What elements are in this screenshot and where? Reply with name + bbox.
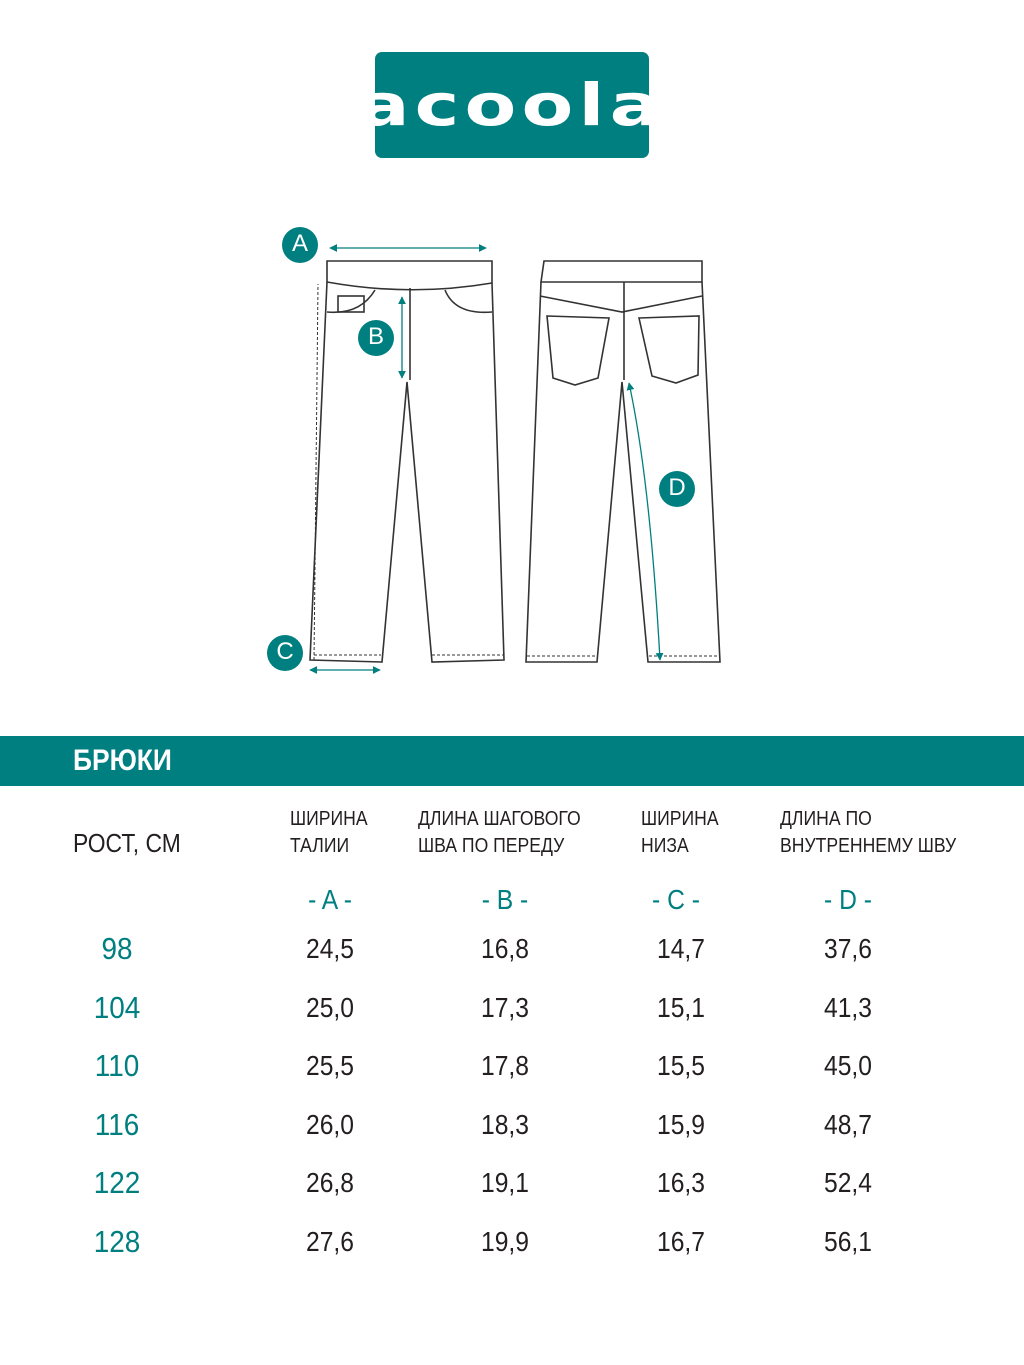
- value-cell: 15,1: [657, 991, 705, 1023]
- value-cell: 37,6: [824, 933, 872, 964]
- section-title: БРЮКИ: [73, 744, 172, 777]
- height-cell: 128: [93, 1223, 141, 1259]
- value-cell: 16,3: [657, 1167, 705, 1198]
- height-cell: 98: [101, 931, 133, 966]
- value-cell: 18,3: [481, 1108, 529, 1140]
- value-cell: 16,7: [657, 1225, 705, 1257]
- value-cell: 14,7: [657, 933, 705, 964]
- value-cell: 26,8: [306, 1167, 354, 1198]
- value-cell: 26,0: [306, 1108, 354, 1140]
- row-header: РОСТ, СМ: [73, 828, 181, 858]
- value-cell: 17,8: [481, 1050, 529, 1081]
- col-letter-d: - D -: [824, 884, 872, 915]
- value-cell: 52,4: [824, 1167, 872, 1198]
- col-header-d: ДЛИНА ПО ВНУТРЕННЕМУ ШВУ: [780, 808, 957, 857]
- col-letter-b: - B -: [481, 884, 529, 915]
- value-cell: 19,9: [481, 1225, 529, 1257]
- value-cell: 25,5: [306, 1050, 354, 1081]
- front-view: [309, 260, 505, 663]
- badge-b: [358, 320, 394, 356]
- col-header-a: ШИРИНА ТАЛИИ: [290, 808, 368, 857]
- label-d: D: [668, 474, 686, 501]
- value-cell: 15,5: [657, 1050, 705, 1081]
- value-cell: 48,7: [824, 1108, 872, 1140]
- col-header-c: ШИРИНА НИЗА: [641, 808, 719, 857]
- col-letter-a: - A -: [308, 884, 352, 915]
- value-cell: 27,6: [306, 1225, 354, 1257]
- value-cell: 15,9: [657, 1108, 705, 1140]
- measure-badges: [267, 227, 695, 671]
- badge-a: [282, 227, 318, 263]
- value-cell: 19,1: [481, 1167, 529, 1198]
- measure-arrows: [309, 244, 664, 674]
- col-letter-c: - C -: [652, 884, 700, 915]
- col-header-b: ДЛИНА ШАГОВОГО ШВА ПО ПЕРЕДУ: [418, 808, 581, 857]
- value-cell: 45,0: [824, 1050, 872, 1081]
- badge-d: [659, 471, 695, 507]
- pants-diagram: [267, 227, 721, 674]
- value-cell: 17,3: [481, 991, 529, 1023]
- value-cell: 25,0: [306, 991, 354, 1023]
- value-cell: 24,5: [306, 933, 354, 964]
- value-cell: 41,3: [824, 991, 872, 1023]
- back-view: [525, 260, 721, 663]
- logo-text: acoola: [358, 71, 666, 139]
- height-cell: 110: [94, 1048, 140, 1083]
- section-header: БРЮКИ: [0, 736, 1024, 786]
- brand-logo: acoola: [358, 52, 660, 158]
- height-cell: 104: [93, 989, 141, 1025]
- height-cell: 116: [94, 1106, 140, 1142]
- value-cell: 16,8: [481, 933, 529, 964]
- label-b: B: [367, 323, 384, 350]
- label-c: C: [276, 638, 294, 665]
- label-a: A: [291, 230, 308, 257]
- height-cell: 122: [93, 1165, 141, 1200]
- badge-c: [267, 635, 303, 671]
- value-cell: 56,1: [824, 1225, 872, 1257]
